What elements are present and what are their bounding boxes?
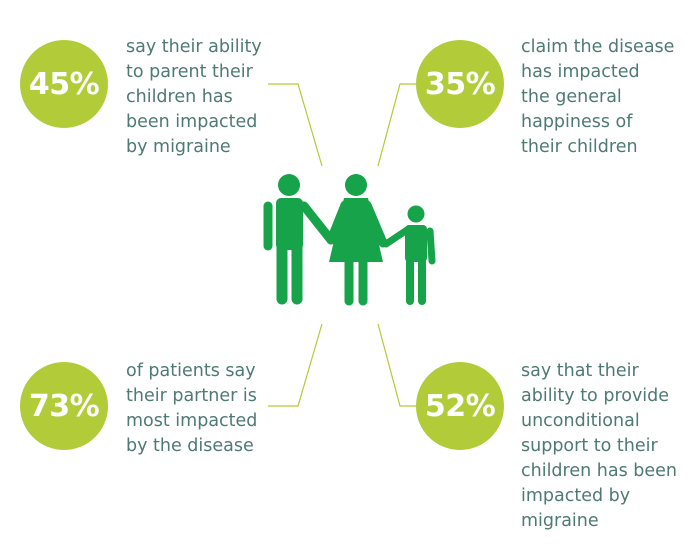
stat-circle-73: 73% (20, 362, 108, 450)
stat-text-52: say that their ability to provide uncond… (521, 359, 677, 534)
stat-text-line: migraine (521, 511, 599, 531)
stat-text-line: their partner is (126, 386, 257, 406)
connector-line-top-left (268, 83, 323, 167)
stat-value: 45% (28, 66, 100, 102)
stat-text-line: claim the disease (521, 37, 675, 57)
stat-text-line: has impacted (521, 62, 640, 82)
connector-line-bottom-left (268, 323, 323, 407)
stat-value: 52% (424, 388, 496, 424)
stat-value: 73% (28, 388, 100, 424)
stat-text-line: the general (521, 87, 622, 107)
stat-text-line: most impacted (126, 411, 258, 431)
family-icon (263, 174, 436, 306)
stat-circle-52: 52% (416, 362, 504, 450)
connector-line-bottom-right (377, 323, 416, 407)
stat-text-line: say their ability (126, 37, 262, 57)
stat-text-line: children has (126, 87, 233, 107)
stat-text-line: by the disease (126, 436, 254, 456)
stat-text-line: happiness of (521, 112, 633, 132)
stat-text-73: of patients say their partner is most im… (126, 359, 257, 459)
stat-text-line: support to their (521, 436, 658, 456)
stat-text-line: ability to provide (521, 386, 670, 406)
stat-text-35: claim the disease has impacted the gener… (521, 35, 674, 160)
stat-text-line: to parent their (126, 62, 253, 82)
stat-text-line: been impacted (126, 112, 258, 132)
stat-text-line: by migraine (126, 137, 231, 157)
stat-circle-45: 45% (20, 40, 108, 128)
stat-text-45: say their ability to parent their childr… (126, 35, 262, 160)
stat-text-line: children has been (521, 461, 678, 481)
stat-text-line: unconditional (521, 411, 640, 431)
stat-text-line: say that their (521, 361, 639, 381)
stat-value: 35% (424, 66, 496, 102)
connector-line-top-right (377, 83, 416, 167)
stat-text-line: of patients say (126, 361, 256, 381)
stat-text-line: impacted by (521, 486, 631, 506)
stat-circle-35: 35% (416, 40, 504, 128)
stat-text-line: their children (521, 137, 638, 157)
